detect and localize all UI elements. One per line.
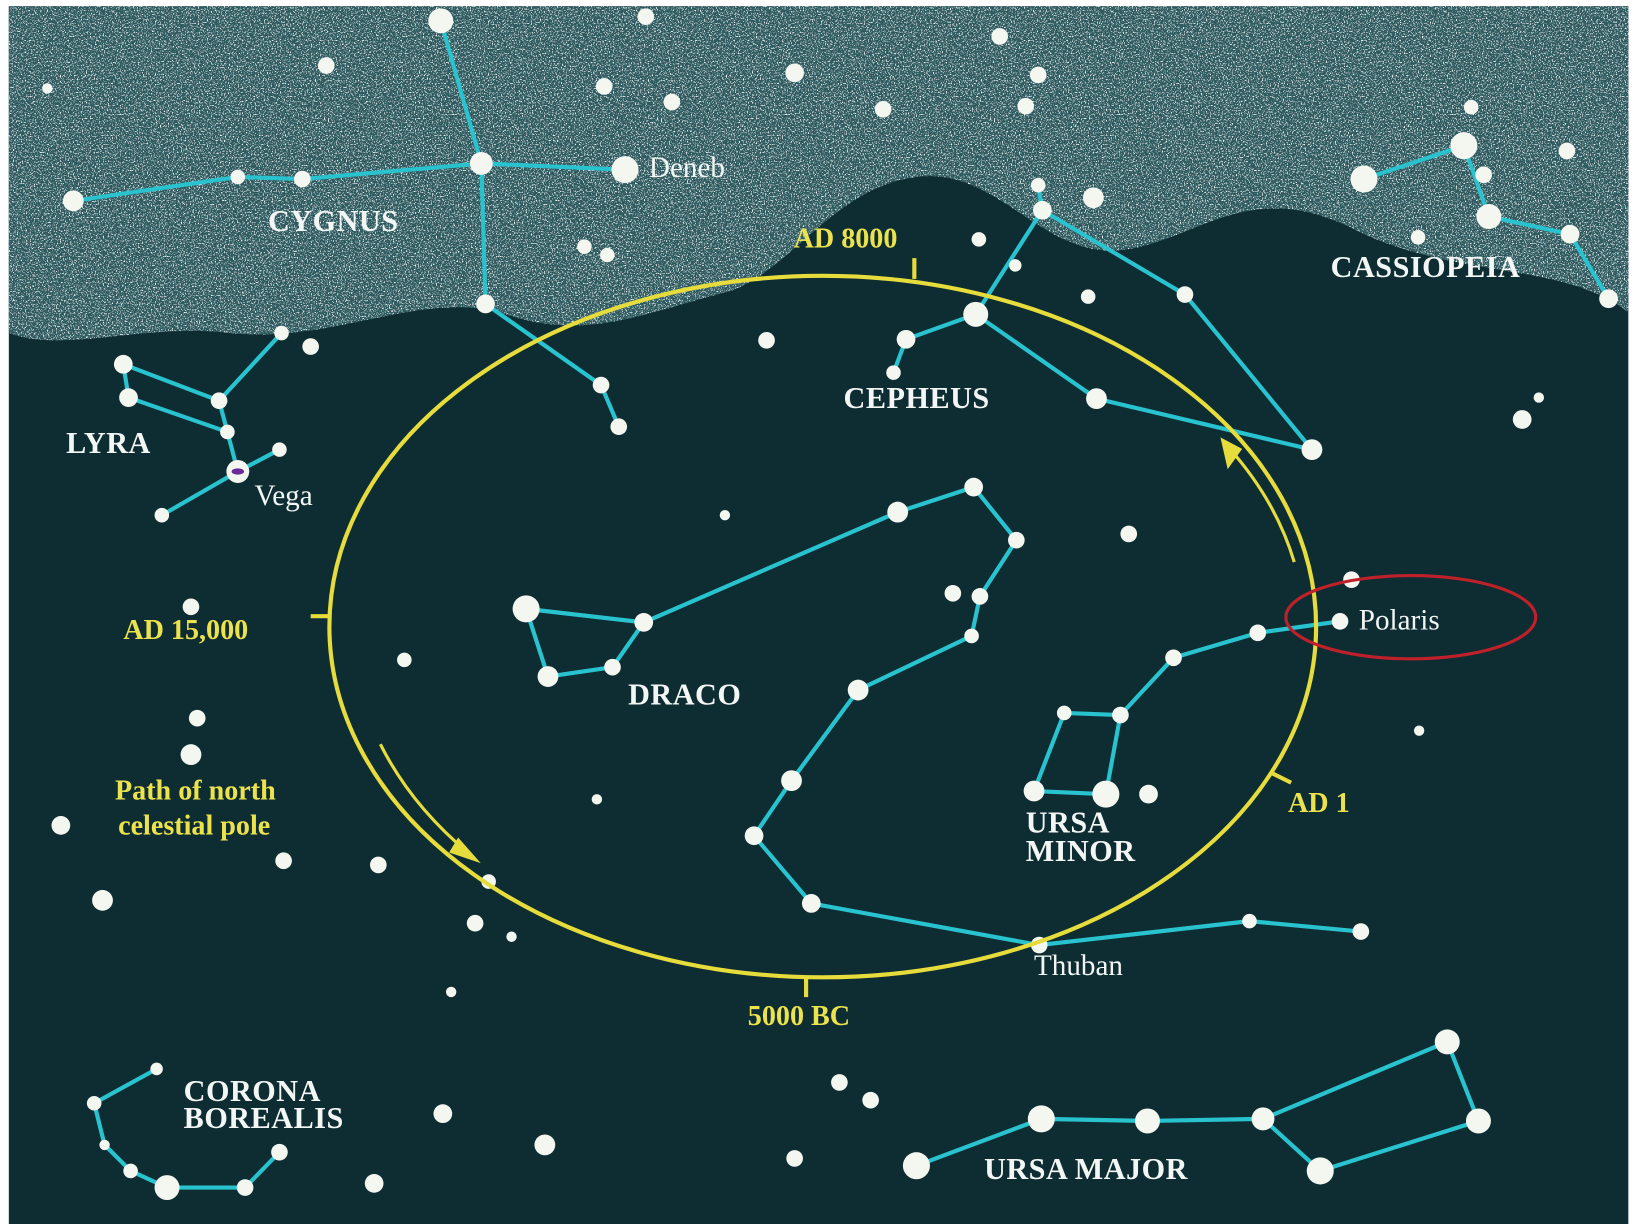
date-label: AD 15,000 [123, 615, 248, 646]
path-label: Path of north [115, 775, 276, 806]
constellation-label: DRACO [628, 678, 741, 712]
constellation-label: URSA MAJOR [984, 1152, 1189, 1186]
star-label: Vega [254, 480, 312, 512]
date-label: AD 8000 [794, 224, 898, 255]
date-label: AD 1 [1288, 788, 1350, 819]
path-label: celestial pole [118, 811, 270, 842]
constellation-label: CEPHEUS [844, 381, 990, 415]
constellation-label: LYRA [66, 426, 151, 460]
star-map: CYGNUS LYRA CEPHEUS CASSIOPEIA DRACO URS… [0, 0, 1633, 1224]
constellation-label: CYGNUS [268, 204, 399, 238]
star-label: Polaris [1359, 605, 1440, 637]
constellation-label: CASSIOPEIA [1331, 250, 1521, 284]
star-label: Deneb [649, 152, 725, 184]
star-label: Thuban [1034, 950, 1123, 982]
constellation-label: MINOR [1026, 834, 1137, 868]
date-label: 5000 BC [748, 1001, 850, 1032]
constellation-label: BOREALIS [184, 1101, 344, 1135]
